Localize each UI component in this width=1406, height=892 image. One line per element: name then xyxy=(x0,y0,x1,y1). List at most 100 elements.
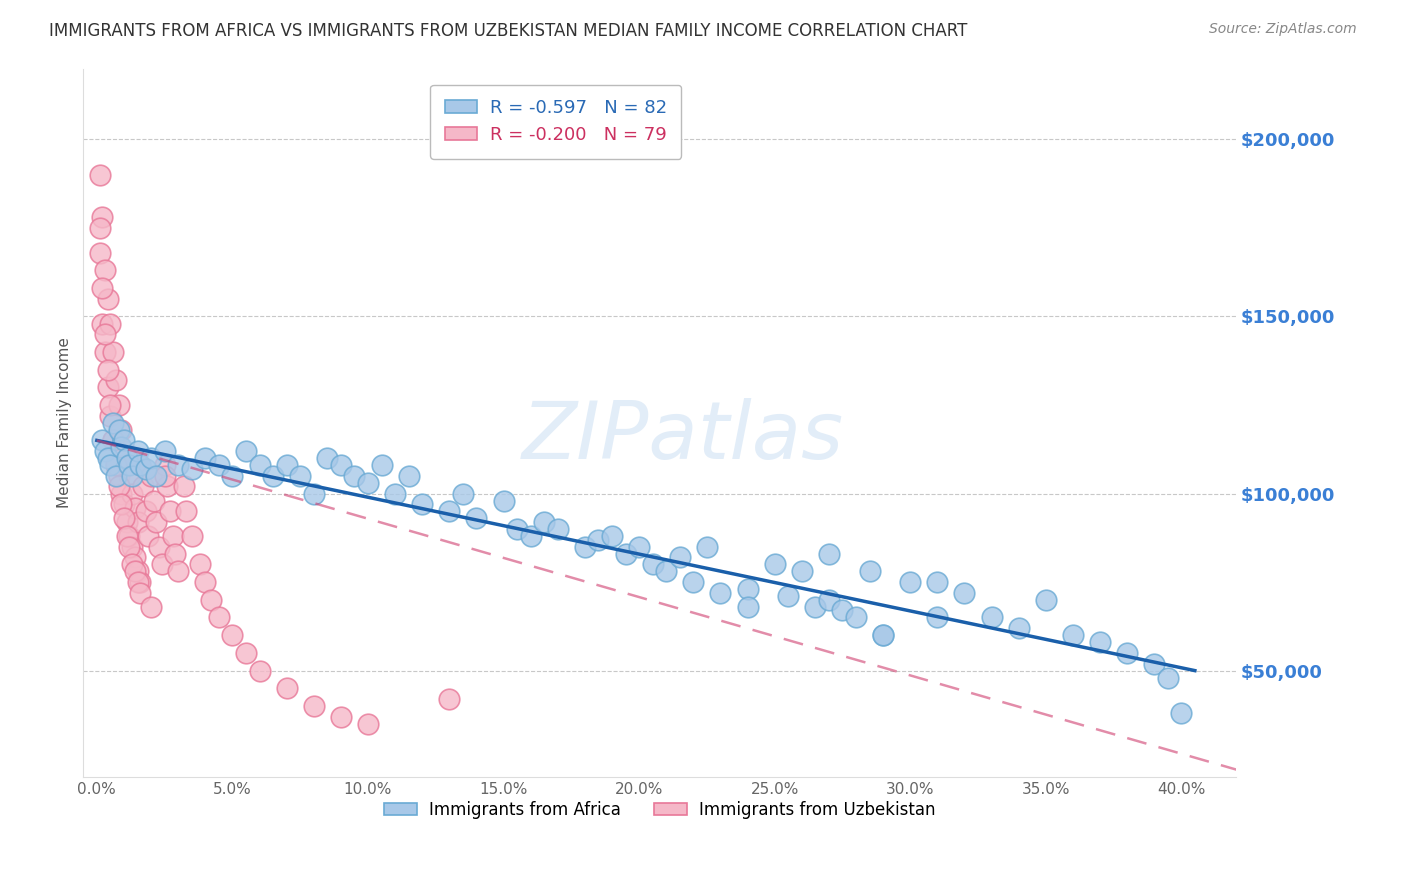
Point xyxy=(135,461,157,475)
Point xyxy=(110,486,132,500)
Point xyxy=(89,168,111,182)
Point xyxy=(112,497,135,511)
Point xyxy=(97,380,120,394)
Point xyxy=(709,585,731,599)
Point xyxy=(1116,646,1139,660)
Point xyxy=(121,486,143,500)
Point xyxy=(398,468,420,483)
Point xyxy=(118,458,141,473)
Point xyxy=(150,558,173,572)
Point xyxy=(132,479,155,493)
Text: Source: ZipAtlas.com: Source: ZipAtlas.com xyxy=(1209,22,1357,37)
Point xyxy=(465,511,488,525)
Point xyxy=(110,497,132,511)
Legend: Immigrants from Africa, Immigrants from Uzbekistan: Immigrants from Africa, Immigrants from … xyxy=(377,794,942,825)
Point xyxy=(547,522,569,536)
Point xyxy=(357,716,380,731)
Point xyxy=(290,468,312,483)
Point xyxy=(872,628,894,642)
Point xyxy=(124,550,146,565)
Point xyxy=(1170,706,1192,720)
Point xyxy=(614,547,637,561)
Point xyxy=(1157,671,1180,685)
Point xyxy=(112,511,135,525)
Point xyxy=(159,504,181,518)
Text: IMMIGRANTS FROM AFRICA VS IMMIGRANTS FROM UZBEKISTAN MEDIAN FAMILY INCOME CORREL: IMMIGRANTS FROM AFRICA VS IMMIGRANTS FRO… xyxy=(49,22,967,40)
Point xyxy=(533,515,555,529)
Point xyxy=(115,458,138,473)
Point xyxy=(384,486,406,500)
Point xyxy=(804,599,827,614)
Point xyxy=(97,451,120,466)
Point xyxy=(696,540,718,554)
Point xyxy=(118,529,141,543)
Point xyxy=(165,547,187,561)
Point xyxy=(221,628,243,642)
Point xyxy=(180,529,202,543)
Point xyxy=(778,589,800,603)
Point xyxy=(221,468,243,483)
Point xyxy=(574,540,596,554)
Point xyxy=(276,458,298,473)
Point xyxy=(818,547,841,561)
Point xyxy=(148,540,170,554)
Point xyxy=(188,558,211,572)
Point xyxy=(127,575,149,590)
Point xyxy=(249,664,271,678)
Point xyxy=(329,709,352,723)
Point xyxy=(235,444,257,458)
Point xyxy=(121,558,143,572)
Point xyxy=(176,504,198,518)
Point xyxy=(668,550,690,565)
Point xyxy=(142,493,165,508)
Point xyxy=(100,398,122,412)
Text: ZIPatlas: ZIPatlas xyxy=(522,398,844,475)
Point xyxy=(249,458,271,473)
Point xyxy=(138,529,160,543)
Point xyxy=(110,423,132,437)
Point xyxy=(302,486,325,500)
Point xyxy=(135,504,157,518)
Point xyxy=(1007,621,1029,635)
Point xyxy=(600,529,623,543)
Point xyxy=(127,444,149,458)
Point xyxy=(100,458,122,473)
Point xyxy=(180,461,202,475)
Point xyxy=(127,565,149,579)
Point xyxy=(121,540,143,554)
Point xyxy=(97,292,120,306)
Point xyxy=(112,444,135,458)
Point xyxy=(790,565,813,579)
Point xyxy=(91,317,114,331)
Point xyxy=(262,468,284,483)
Point xyxy=(1035,592,1057,607)
Point xyxy=(118,468,141,483)
Point xyxy=(101,434,124,448)
Point xyxy=(139,451,162,466)
Point xyxy=(153,458,176,473)
Point xyxy=(1143,657,1166,671)
Point xyxy=(124,565,146,579)
Point xyxy=(953,585,976,599)
Point xyxy=(1088,635,1111,649)
Point xyxy=(737,582,759,596)
Point xyxy=(139,599,162,614)
Point xyxy=(110,441,132,455)
Point xyxy=(506,522,529,536)
Point xyxy=(451,486,474,500)
Point xyxy=(101,416,124,430)
Point xyxy=(104,458,127,473)
Point xyxy=(145,468,167,483)
Point xyxy=(439,504,461,518)
Y-axis label: Median Family Income: Median Family Income xyxy=(58,337,72,508)
Point xyxy=(858,565,880,579)
Point xyxy=(145,515,167,529)
Point xyxy=(94,344,117,359)
Point xyxy=(115,529,138,543)
Point xyxy=(302,699,325,714)
Point xyxy=(588,533,610,547)
Point xyxy=(173,479,195,493)
Point xyxy=(411,497,433,511)
Point xyxy=(129,575,152,590)
Point xyxy=(519,529,541,543)
